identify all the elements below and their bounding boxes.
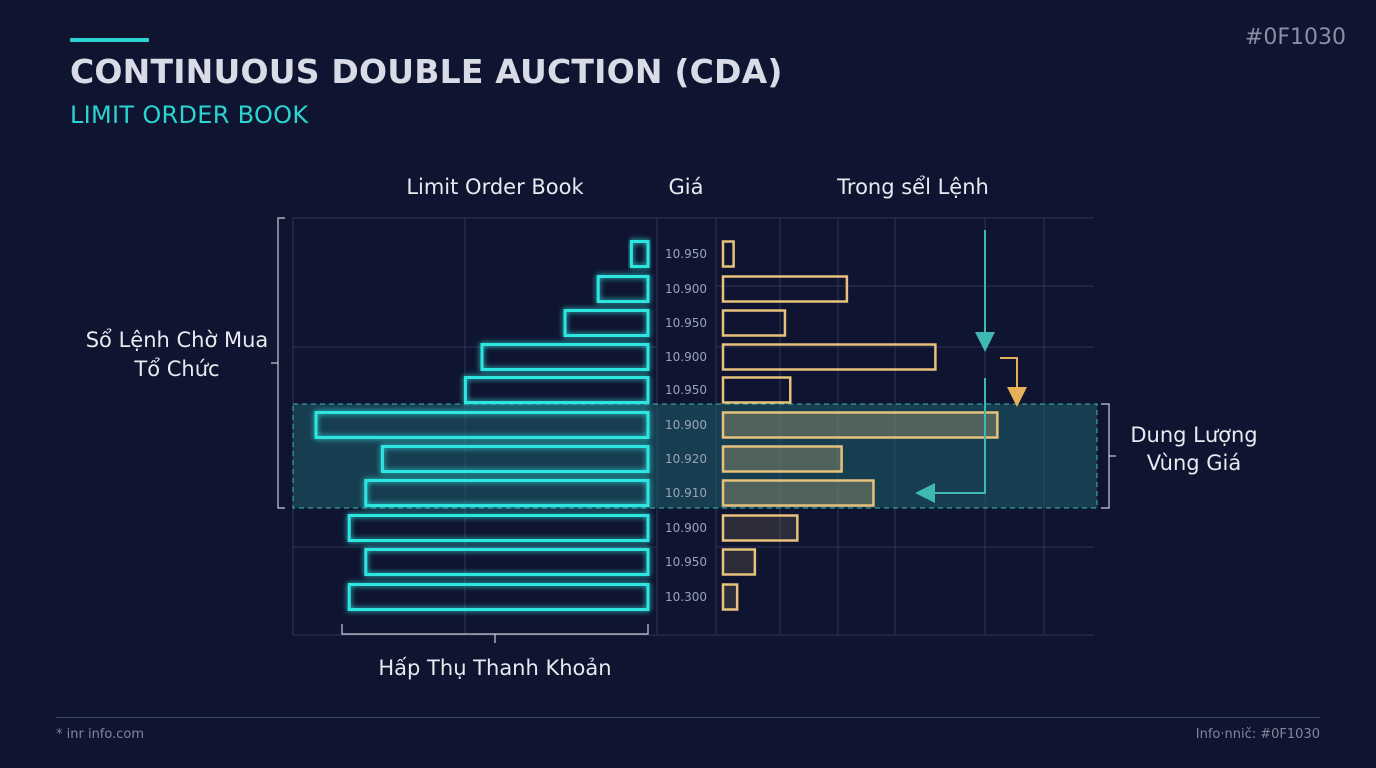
- price-label-2: 10.900: [665, 282, 707, 296]
- price-label-4: 10.900: [665, 350, 707, 364]
- price-label-10: 10.950: [665, 555, 707, 569]
- column-header-bids: Limit Order Book: [406, 175, 584, 199]
- footer-source: * inr info.com: [56, 727, 145, 742]
- return-arrow-teal: [915, 378, 986, 503]
- right-bracket-label-line1: Dung Lượng: [1130, 423, 1257, 447]
- ask-bar-1: [721, 240, 735, 268]
- ask-bar-5: [721, 376, 792, 404]
- bid-bar-8: [364, 479, 650, 507]
- ask-bar-3: [721, 309, 787, 337]
- bid-bar-1: [629, 240, 650, 268]
- price-label-1: 10.950: [665, 247, 707, 261]
- flow-arrows: [915, 230, 1027, 503]
- ask-bar-10: [721, 548, 757, 576]
- ask-bar-7: [721, 445, 843, 473]
- bid-bar-6: [314, 411, 650, 439]
- price-label-11: 10.300: [665, 590, 707, 604]
- price-label-8: 10.910: [665, 486, 707, 500]
- price-label-9: 10.900: [665, 521, 707, 535]
- left-bracket-label-line1: Sổ Lệnh Chờ Mua: [86, 328, 269, 352]
- bid-bar-5: [463, 376, 650, 404]
- ask-bar-2: [721, 275, 849, 303]
- bid-bar-7: [380, 445, 650, 473]
- bid-bar-9: [347, 514, 650, 542]
- bid-bar-3: [563, 309, 650, 337]
- page-subtitle: LIMIT ORDER BOOK: [70, 101, 309, 129]
- bid-bar-10: [364, 548, 650, 576]
- bid-bars: [314, 240, 650, 611]
- left-bracket: [271, 217, 285, 509]
- bid-bar-11: [347, 583, 650, 611]
- bid-bar-2: [596, 275, 650, 303]
- bottom-bracket-label: Hấp Thụ Thanh Khoản: [378, 656, 611, 680]
- title-accent-line: [70, 38, 149, 42]
- ask-bar-9: [721, 514, 799, 542]
- step-arrow-gold: [1000, 357, 1027, 407]
- ask-bar-8: [721, 479, 875, 507]
- ask-bar-6: [721, 411, 999, 439]
- page-title: CONTINUOUS DOUBLE AUCTION (CDA): [70, 52, 783, 91]
- ask-bar-11: [721, 583, 739, 611]
- price-label-5: 10.950: [665, 383, 707, 397]
- corner-tag: #0F1030: [1244, 25, 1346, 50]
- column-header-price: Giá: [669, 175, 704, 199]
- price-label-6: 10.900: [665, 418, 707, 432]
- ask-bar-4: [721, 343, 937, 371]
- footer-divider: [56, 717, 1320, 718]
- price-label-3: 10.950: [665, 316, 707, 330]
- left-bracket-label-line2: Tổ Chức: [133, 357, 219, 381]
- highlight-zone: [292, 403, 1098, 509]
- column-header-asks: Trong sểl Lệnh: [836, 175, 989, 199]
- right-bracket: [1101, 403, 1116, 509]
- bottom-bracket: [341, 624, 649, 643]
- ask-bars: [721, 240, 999, 611]
- right-bracket-label-line2: Vùng Giá: [1147, 451, 1242, 475]
- bid-bar-4: [480, 343, 650, 371]
- price-label-7: 10.920: [665, 452, 707, 466]
- price-labels: 10.950 10.900 10.950 10.900 10.950 10.900 10.9…: [665, 247, 707, 604]
- footer-info: Info·nnič: #0F1030: [1195, 727, 1320, 742]
